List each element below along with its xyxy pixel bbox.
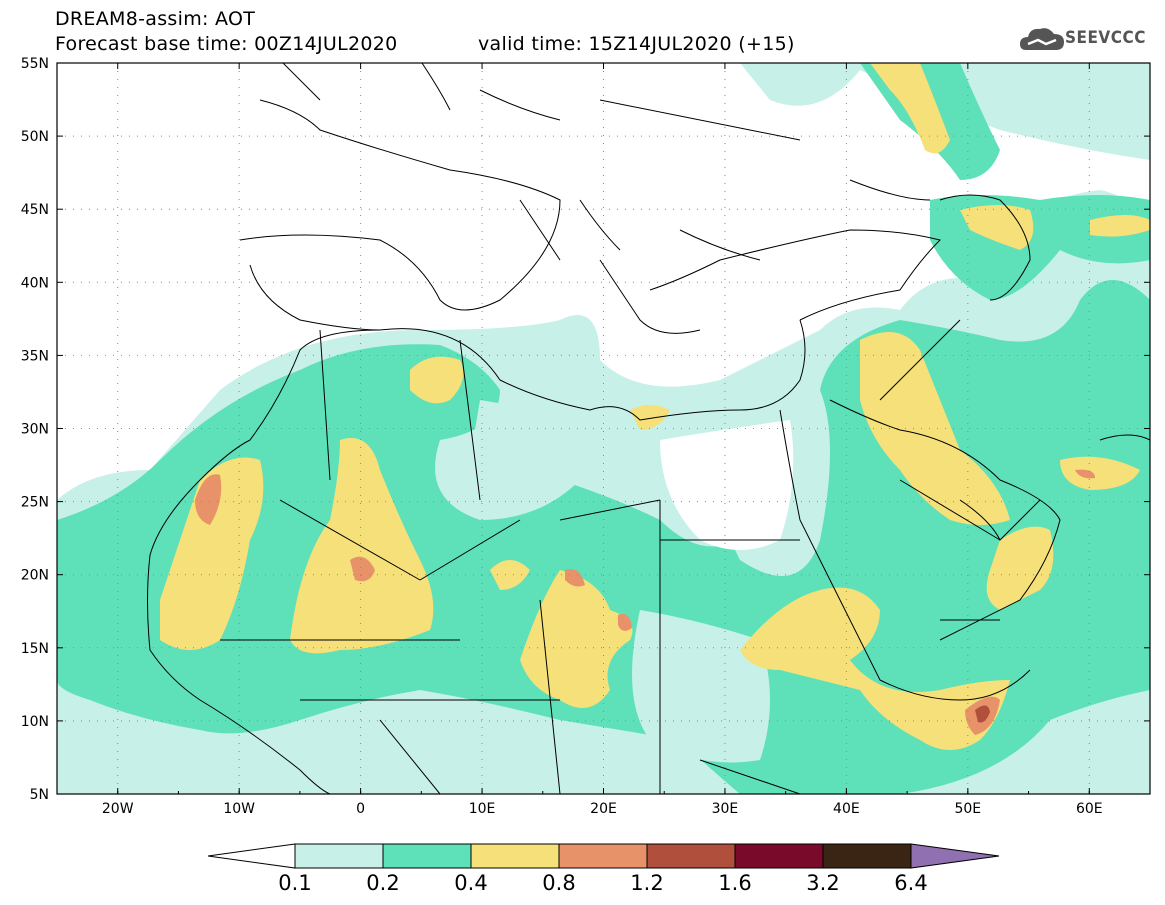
logo-text: SEEVCCC — [1065, 28, 1146, 48]
lat-label: 50N — [21, 129, 49, 145]
forecast-base-time: Forecast base time: 00Z14JUL2020 — [55, 33, 398, 55]
colorbar-label: 0.2 — [366, 871, 399, 895]
lat-label: 40N — [21, 275, 49, 291]
aot-contour-0.4-caspian-e — [1090, 215, 1150, 237]
lon-label: 20W — [102, 801, 134, 817]
colorbar-over-triangle — [910, 843, 1000, 869]
valid-time: valid time: 15Z14JUL2020 (+15) — [478, 33, 795, 55]
lon-label: 20E — [590, 801, 617, 817]
aot-contour-0.4-algeria — [410, 356, 464, 404]
aot-hole-sudan — [632, 610, 770, 763]
colorbar-swatch — [646, 843, 736, 869]
lat-label: 25N — [21, 495, 49, 511]
colorbar-label: 3.2 — [806, 871, 839, 895]
lat-label: 45N — [21, 202, 49, 218]
aot-contour-0.4-iran — [1060, 456, 1140, 490]
colorbar-label: 1.6 — [718, 871, 751, 895]
colorbar-label: 0.8 — [542, 871, 575, 895]
aot-contour-0.8-mali — [350, 556, 375, 582]
lon-label: 30E — [712, 801, 739, 817]
colorbar-label: 6.4 — [894, 871, 927, 895]
aot-contour-0.8-iran — [1075, 469, 1095, 479]
colorbar-swatch — [294, 843, 384, 869]
aot-contour-0.8-wsahara — [195, 474, 222, 525]
lon-label: 0 — [356, 801, 365, 817]
lat-label: 20N — [21, 568, 49, 584]
lon-label: 50E — [954, 801, 981, 817]
aot-contour-0.1-north — [740, 63, 1150, 160]
colorbar-label: 0.4 — [454, 871, 487, 895]
lat-label: 5N — [30, 787, 49, 803]
lat-label: 35N — [21, 348, 49, 364]
aot-field — [57, 63, 1150, 794]
colorbar-swatch — [734, 843, 824, 869]
aot-contour-1.2-somalia — [975, 705, 990, 723]
aot-contour-0.4-chad — [520, 570, 633, 708]
lon-label: 10W — [223, 801, 255, 817]
coastlines — [147, 63, 1150, 794]
lon-label: 60E — [1076, 801, 1103, 817]
latitude-labels: 55N 50N 45N 40N 35N 30N 25N 20N 15N 10N 5N — [21, 56, 49, 803]
lat-label: 15N — [21, 641, 49, 657]
colorbar-swatch — [822, 843, 912, 869]
lon-label: 40E — [833, 801, 860, 817]
chart-title: DREAM8-assim: AOT — [55, 8, 256, 30]
aot-contour-0.4-niger — [490, 560, 530, 590]
colorbar-under-triangle — [207, 843, 296, 869]
colorbar: 0.1 0.2 0.4 0.8 1.2 1.6 3.2 6.4 — [207, 843, 1000, 895]
colorbar-swatch — [382, 843, 472, 869]
axis-ticks — [56, 62, 1151, 795]
aot-contour-0.4-ethiopia — [740, 587, 1010, 750]
aot-contour-0.4-iraq — [860, 332, 1010, 525]
cloud-icon — [1020, 28, 1064, 50]
lat-label: 10N — [21, 714, 49, 730]
aot-contour-0.8-sudan — [618, 613, 632, 631]
lat-label: 30N — [21, 422, 49, 438]
aot-contour-0.8-chad — [565, 569, 585, 587]
colorbar-label: 1.2 — [630, 871, 663, 895]
aot-contour-0.4-caspian — [960, 205, 1034, 250]
colorbar-swatch — [470, 843, 560, 869]
aot-hole-egypt — [660, 420, 794, 550]
colorbar-label: 0.1 — [278, 871, 311, 895]
longitude-labels: 20W 10W 0 10E 20E 30E 40E 50E 60E — [102, 801, 1103, 817]
lat-label: 55N — [21, 56, 49, 72]
aot-contour-0.4-north-strip — [870, 63, 950, 154]
aot-contour-0.4-oman — [986, 526, 1054, 610]
lon-label: 10E — [469, 801, 496, 817]
aot-contour-0.4-mali — [290, 438, 434, 654]
aot-contour-0.4-west — [160, 457, 264, 650]
colorbar-swatch — [558, 843, 648, 869]
aot-contour-0.4-libya-n — [630, 405, 670, 430]
